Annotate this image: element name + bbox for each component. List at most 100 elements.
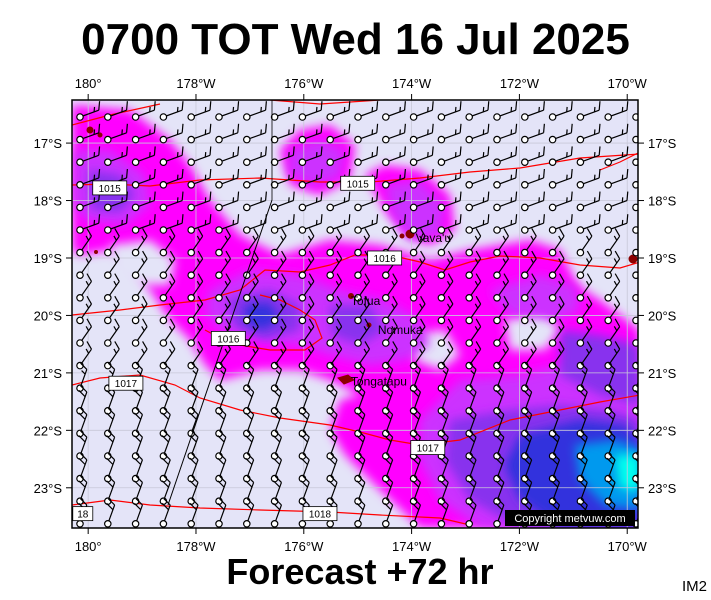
wind-barb [215,191,240,212]
wind-barb [409,168,434,189]
wind-barb [548,191,573,212]
wind-barb [576,475,588,506]
wind-barb [187,498,199,528]
wind-barb [604,228,621,257]
wind-barb [131,250,148,280]
wind-barb [243,273,259,302]
wind-barb [76,228,92,257]
wind-barb [215,168,240,189]
wind-barb [298,123,323,144]
wind-barb [159,341,176,370]
isobar-1015-top [269,100,381,105]
wind-barb [298,191,323,212]
wind-barb [576,123,601,144]
wind-barb [576,214,601,234]
wind-barb [465,214,490,234]
isobar-label: 1015 [99,184,122,195]
wind-barb [354,228,370,257]
wind-barb [520,101,545,121]
wind-barb [465,295,482,325]
wind-barb [243,168,267,189]
wind-barb [215,101,240,121]
wind-barb [381,295,398,325]
wind-barb [437,191,462,212]
wind-barb [437,101,462,121]
place-label: Tofua [351,294,381,308]
wind-barb [354,191,379,212]
lat-label-left: 21°S [34,366,63,381]
wind-barb [576,362,588,393]
wind-barb [187,341,204,370]
isobar-label: 1018 [309,510,332,521]
wind-barb [76,273,92,302]
wind-barb [576,191,601,212]
forecast-label: Forecast +72 hr [226,551,494,592]
axis-ticks: 180° 180° 178°W 178°W 176°W 176°W 174°W 174°W 17… [34,76,677,554]
wind-barb [437,146,462,167]
wind-barb [381,273,398,302]
wind-barb [409,318,426,347]
wind-barb [493,273,509,302]
wind-barb [243,385,255,415]
wind-barb [409,498,422,528]
wind-barb [493,123,518,144]
isobar-label-box [92,180,128,196]
wind-barb [326,191,351,212]
wind-barb [465,146,490,167]
wind-barb [298,362,310,393]
wind-barb [604,250,621,280]
wind-barb [131,191,156,212]
wind-barb [548,295,565,325]
wind-barb [243,191,267,212]
wind-barb [604,101,629,121]
wind-barb [270,498,283,528]
wind-barb [381,123,406,144]
wind-barb [243,498,255,528]
wind-barb [354,318,370,347]
wind-barb [159,475,171,506]
wind-barb [131,498,144,528]
wind-barb [437,498,449,528]
isobar-label-box [72,506,94,522]
wind-barb [604,123,629,144]
wind-barb [104,250,120,280]
lat-label-right: 23°S [648,481,677,496]
wind-barb [104,191,128,212]
wind-barb [520,123,545,144]
wind-barb [437,295,454,325]
wind-barb [326,318,343,347]
wind-barb [76,168,101,189]
wind-barb [520,146,545,167]
island-tofua [348,293,354,299]
lon-label-top: 178°W [176,76,216,91]
wind-barb [437,123,462,144]
lat-label-left: 18°S [34,194,63,209]
wind-barb [493,295,509,325]
wind-barb [548,228,565,257]
rain-max-area [615,455,638,492]
wind-barb [548,318,565,347]
wind-barb [159,250,176,280]
wind-barb [437,250,454,280]
isobar-label-box [410,440,446,455]
wind-barb [409,214,434,234]
wind-barb [159,146,184,167]
wind-barb [437,168,462,189]
wind-barb [215,498,227,528]
wind-barb [604,168,629,189]
wind-barb [465,318,482,347]
wind-barb [270,191,295,212]
wind-barb [215,385,227,415]
wind-barb [326,214,351,234]
wind-barb [354,341,370,370]
isobar-label-box [108,375,144,391]
wind-barb [520,228,537,257]
image-code: IM2 [682,578,708,595]
lat-label-left: 17°S [34,136,63,151]
wind-barb [298,168,323,189]
lat-label-right: 21°S [648,366,677,381]
wind-barb [159,191,184,212]
wind-barb [104,318,120,347]
isobar-label: 1016 [374,254,397,265]
